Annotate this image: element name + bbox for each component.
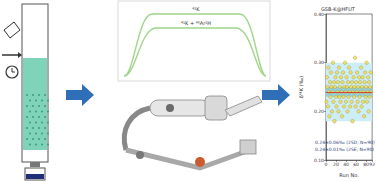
svg-text:GSB-K@HFUT: GSB-K@HFUT [321,6,356,12]
svg-text:⁴¹K + ⁴⁰Ar¹H: ⁴¹K + ⁴⁰Ar¹H [181,20,211,26]
svg-text:0.24±0.01‰ (2SE, N=90): 0.24±0.01‰ (2SE, N=90) [315,147,374,152]
svg-text:20: 20 [333,162,339,167]
svg-text:0.24±0.06‰ (2SD, N=90): 0.24±0.06‰ (2SD, N=90) [315,140,375,145]
svg-text:60: 60 [353,162,359,167]
svg-text:Run No.: Run No. [339,172,359,178]
svg-text:80: 80 [363,162,369,167]
svg-text:40: 40 [343,162,349,167]
svg-text:⁴¹K: ⁴¹K [192,6,200,12]
svg-text:0.40: 0.40 [314,12,324,17]
svg-text:δ⁴¹K (‰): δ⁴¹K (‰) [298,76,304,99]
svg-text:92: 92 [369,162,375,167]
svg-text:0.20: 0.20 [314,109,324,114]
svg-text:0: 0 [324,162,327,167]
svg-text:0.30: 0.30 [314,60,324,65]
svg-text:0.10: 0.10 [314,158,324,163]
